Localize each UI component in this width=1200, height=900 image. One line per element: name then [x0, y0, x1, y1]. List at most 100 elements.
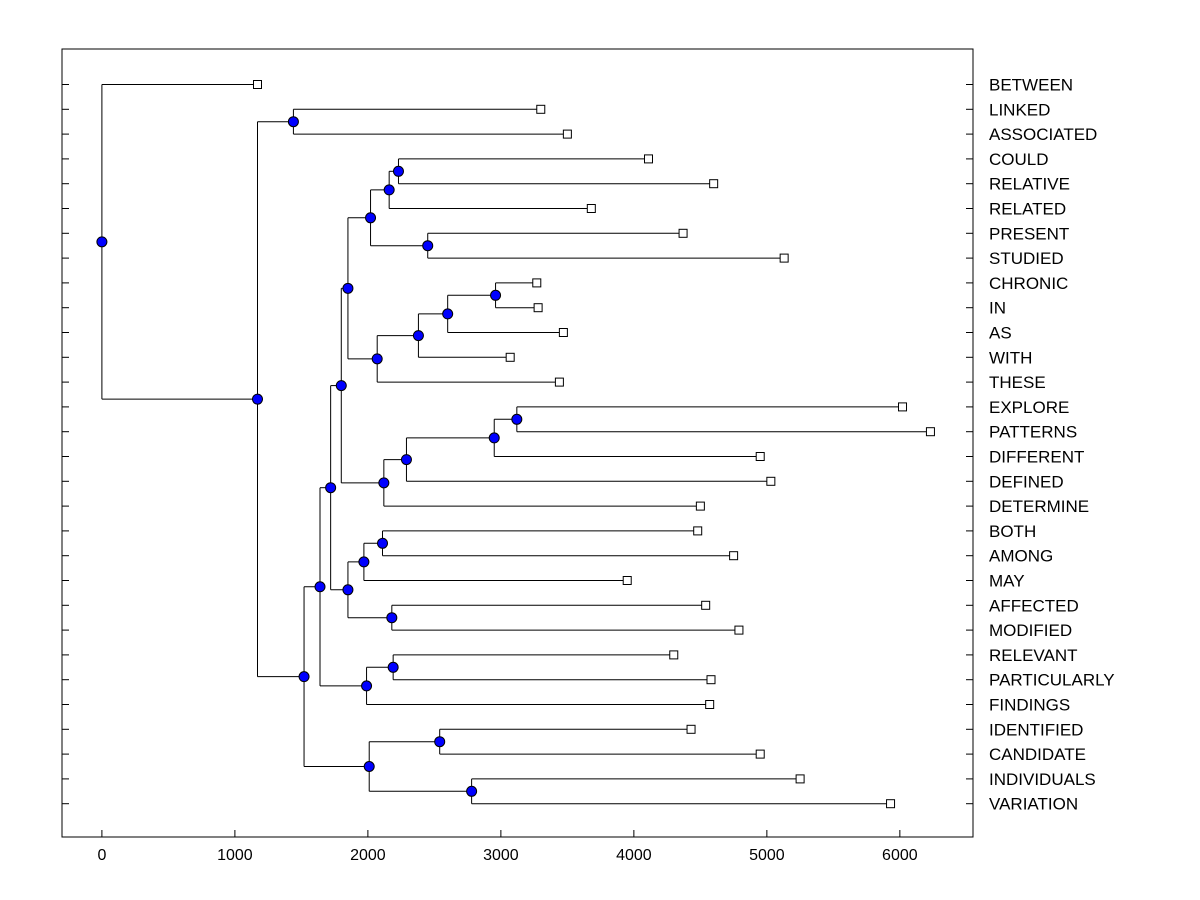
leaf-marker-studied	[779, 253, 789, 263]
leaf-marker-defined	[766, 476, 776, 486]
leaf-label-chronic: CHRONIC	[989, 274, 1068, 293]
merge-node-n20	[387, 661, 399, 673]
leaf-marker-chronic	[532, 278, 542, 288]
plot-frame	[61, 48, 974, 838]
leaf-marker-modified	[734, 625, 744, 635]
leaf-label-modified: MODIFIED	[989, 621, 1072, 640]
merge-node-n16	[358, 556, 370, 568]
leaf-marker-individuals	[795, 774, 805, 784]
leaf-marker-both	[693, 526, 703, 536]
leaf-label-explore: EXPLORE	[989, 398, 1069, 417]
leaf-label-individuals: INDIVIDUALS	[989, 770, 1096, 789]
merge-node-n28	[251, 393, 263, 405]
leaf-label-different: DIFFERENT	[989, 448, 1084, 467]
leaf-label-defined: DEFINED	[989, 472, 1064, 491]
leaf-marker-present	[678, 228, 688, 238]
leaf-markers	[252, 80, 935, 809]
x-tick-label-3000: 3000	[483, 847, 519, 864]
leaf-label-related: RELATED	[989, 200, 1066, 219]
leaf-label-candidate: CANDIDATE	[989, 745, 1086, 764]
x-tick-label-5000: 5000	[749, 847, 785, 864]
leaf-marker-these	[554, 377, 564, 387]
merge-node-n24	[466, 785, 478, 797]
leaf-labels: BETWEEN LINKED ASSOCIATED COULD RELATIVE RELA…	[989, 76, 1115, 814]
merge-node-n26	[298, 671, 310, 683]
leaf-label-associated: ASSOCIATED	[989, 125, 1097, 144]
merge-node-n3	[412, 330, 424, 342]
merge-node-n6	[383, 184, 395, 196]
leaf-label-linked: LINKED	[989, 100, 1050, 119]
merge-node-n11	[488, 432, 500, 444]
merge-node-n4	[371, 353, 383, 365]
leaf-marker-variation	[886, 799, 896, 809]
leaf-label-variation: VARIATION	[989, 795, 1078, 814]
x-tick-label-6000: 6000	[882, 847, 918, 864]
leaf-marker-findings	[705, 700, 715, 709]
leaf-label-both: BOTH	[989, 522, 1036, 541]
leaf-label-determine: DETERMINE	[989, 497, 1089, 516]
leaf-marker-with	[505, 352, 515, 362]
merge-node-n14	[335, 380, 347, 392]
leaf-marker-explore	[898, 402, 908, 412]
merge-node-n22	[314, 581, 326, 593]
leaf-label-between: BETWEEN	[989, 76, 1073, 95]
y-axis-ticks	[62, 84, 973, 805]
merge-node-n2	[442, 308, 454, 320]
merge-nodes	[96, 116, 523, 797]
merge-node-n18	[342, 584, 354, 596]
leaf-label-relative: RELATIVE	[989, 175, 1070, 194]
leaf-label-in: IN	[989, 299, 1006, 318]
leaf-marker-affected	[701, 600, 711, 610]
merge-node-n21	[361, 680, 373, 692]
merge-node-n23	[434, 736, 446, 748]
merge-node-n5	[392, 165, 404, 177]
merge-node-n9	[342, 282, 354, 294]
x-tick-label-0: 0	[97, 847, 106, 864]
leaf-label-patterns: PATTERNS	[989, 423, 1077, 442]
x-tick-label-4000: 4000	[616, 847, 652, 864]
merge-node-n7	[422, 240, 434, 252]
x-axis: 0 1000 2000 3000 4000 5000 6000	[97, 830, 918, 864]
leaf-label-findings: FINDINGS	[989, 696, 1070, 715]
leaf-label-relevant: RELEVANT	[989, 646, 1078, 665]
merge-node-n1	[490, 289, 502, 301]
leaf-label-particularly: PARTICULARLY	[989, 671, 1115, 690]
merge-node-n12	[400, 454, 412, 466]
leaf-marker-relative	[709, 179, 719, 189]
leaf-label-these: THESE	[989, 373, 1046, 392]
x-tick-label-1000: 1000	[217, 847, 253, 864]
leaf-label-present: PRESENT	[989, 224, 1069, 243]
leaf-marker-different	[755, 452, 765, 461]
plot-frame-group	[61, 48, 974, 838]
leaf-label-among: AMONG	[989, 547, 1053, 566]
merge-node-n8	[365, 212, 377, 224]
leaf-label-affected: AFFECTED	[989, 596, 1079, 615]
dendrogram-links	[101, 84, 931, 805]
leaf-marker-particularly	[706, 675, 716, 685]
leaf-marker-linked	[536, 104, 546, 114]
merge-node-n13	[378, 477, 390, 489]
leaf-marker-determine	[695, 501, 705, 511]
leaf-marker-between	[252, 80, 262, 89]
merge-node-n29	[96, 236, 108, 248]
leaf-label-as: AS	[989, 324, 1012, 343]
leaf-label-with: WITH	[989, 348, 1032, 367]
leaf-marker-candidate	[755, 749, 765, 759]
leaf-marker-relevant	[669, 650, 679, 660]
leaf-label-could: COULD	[989, 150, 1049, 169]
leaf-marker-may	[622, 576, 632, 585]
leaf-marker-identified	[686, 724, 696, 734]
leaf-marker-as	[558, 328, 568, 337]
leaf-marker-patterns	[925, 427, 935, 437]
merge-node-n17	[386, 612, 398, 624]
merge-node-n27	[287, 116, 299, 128]
merge-node-n19	[325, 482, 337, 494]
leaf-marker-associated	[562, 129, 572, 139]
leaf-label-may: MAY	[989, 572, 1025, 591]
merge-node-n15	[377, 537, 389, 549]
leaf-marker-could	[643, 154, 653, 164]
x-tick-label-2000: 2000	[350, 847, 386, 864]
leaf-label-studied: STUDIED	[989, 249, 1064, 268]
